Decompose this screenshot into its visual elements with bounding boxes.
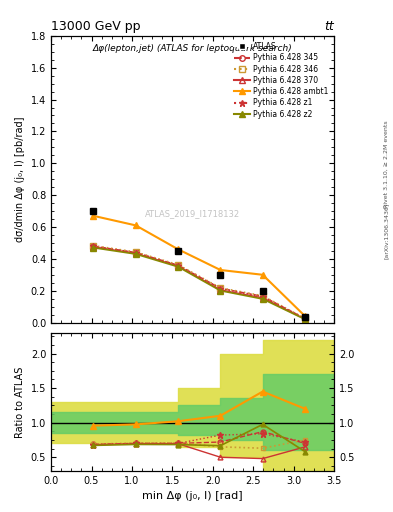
Text: [arXiv:1306.3436]: [arXiv:1306.3436]	[384, 202, 389, 259]
Pythia 6.428 ambt1	[91, 213, 96, 219]
Pythia 6.428 346	[218, 285, 223, 291]
Pythia 6.428 z2	[260, 296, 265, 302]
Pythia 6.428 z1	[260, 294, 265, 300]
Pythia 6.428 345	[133, 249, 138, 255]
Pythia 6.428 346	[91, 243, 96, 249]
Pythia 6.428 370	[218, 287, 223, 293]
Line: Pythia 6.428 ambt1: Pythia 6.428 ambt1	[90, 212, 309, 319]
Pythia 6.428 346	[133, 249, 138, 255]
Pythia 6.428 345	[218, 285, 223, 291]
Pythia 6.428 370	[303, 316, 307, 322]
Pythia 6.428 370	[260, 295, 265, 301]
Text: Δφ(lepton,jet) (ATLAS for leptoquark search): Δφ(lepton,jet) (ATLAS for leptoquark sea…	[93, 45, 292, 53]
Pythia 6.428 z1	[176, 263, 180, 269]
Pythia 6.428 z1	[303, 316, 307, 322]
Pythia 6.428 346	[303, 315, 307, 322]
Line: Pythia 6.428 346: Pythia 6.428 346	[91, 243, 308, 321]
Pythia 6.428 ambt1	[260, 272, 265, 278]
Line: Pythia 6.428 370: Pythia 6.428 370	[91, 244, 308, 322]
Pythia 6.428 345	[91, 243, 96, 249]
Pythia 6.428 370	[91, 244, 96, 250]
Pythia 6.428 345	[260, 293, 265, 300]
Pythia 6.428 345	[176, 262, 180, 268]
Line: Pythia 6.428 z2: Pythia 6.428 z2	[91, 245, 308, 322]
Line: Pythia 6.428 z1: Pythia 6.428 z1	[90, 243, 309, 322]
Y-axis label: dσ/dmin Δφ (j₀, l) [pb/rad]: dσ/dmin Δφ (j₀, l) [pb/rad]	[15, 116, 25, 242]
Pythia 6.428 z2	[133, 251, 138, 257]
Pythia 6.428 346	[176, 262, 180, 268]
Pythia 6.428 ambt1	[133, 222, 138, 228]
X-axis label: min Δφ (j₀, l) [rad]: min Δφ (j₀, l) [rad]	[142, 492, 243, 501]
Pythia 6.428 370	[133, 250, 138, 257]
Y-axis label: Ratio to ATLAS: Ratio to ATLAS	[15, 366, 25, 438]
Pythia 6.428 ambt1	[218, 267, 223, 273]
Pythia 6.428 z2	[303, 316, 307, 323]
Text: tt: tt	[324, 20, 334, 33]
Pythia 6.428 z1	[218, 286, 223, 292]
Pythia 6.428 345	[303, 315, 307, 322]
Pythia 6.428 346	[260, 293, 265, 299]
Pythia 6.428 z2	[91, 245, 96, 251]
Legend: ATLAS, Pythia 6.428 345, Pythia 6.428 346, Pythia 6.428 370, Pythia 6.428 ambt1,: ATLAS, Pythia 6.428 345, Pythia 6.428 34…	[232, 39, 330, 121]
Pythia 6.428 z1	[133, 250, 138, 256]
Pythia 6.428 370	[176, 263, 180, 269]
Text: 13000 GeV pp: 13000 GeV pp	[51, 20, 141, 33]
Pythia 6.428 z1	[91, 243, 96, 249]
Pythia 6.428 ambt1	[303, 313, 307, 319]
Pythia 6.428 z2	[218, 288, 223, 294]
Text: ATLAS_2019_I1718132: ATLAS_2019_I1718132	[145, 209, 240, 218]
Pythia 6.428 ambt1	[176, 246, 180, 252]
Line: Pythia 6.428 345: Pythia 6.428 345	[91, 243, 308, 322]
Pythia 6.428 z2	[176, 264, 180, 270]
Text: Rivet 3.1.10, ≥ 2.2M events: Rivet 3.1.10, ≥ 2.2M events	[384, 120, 389, 208]
